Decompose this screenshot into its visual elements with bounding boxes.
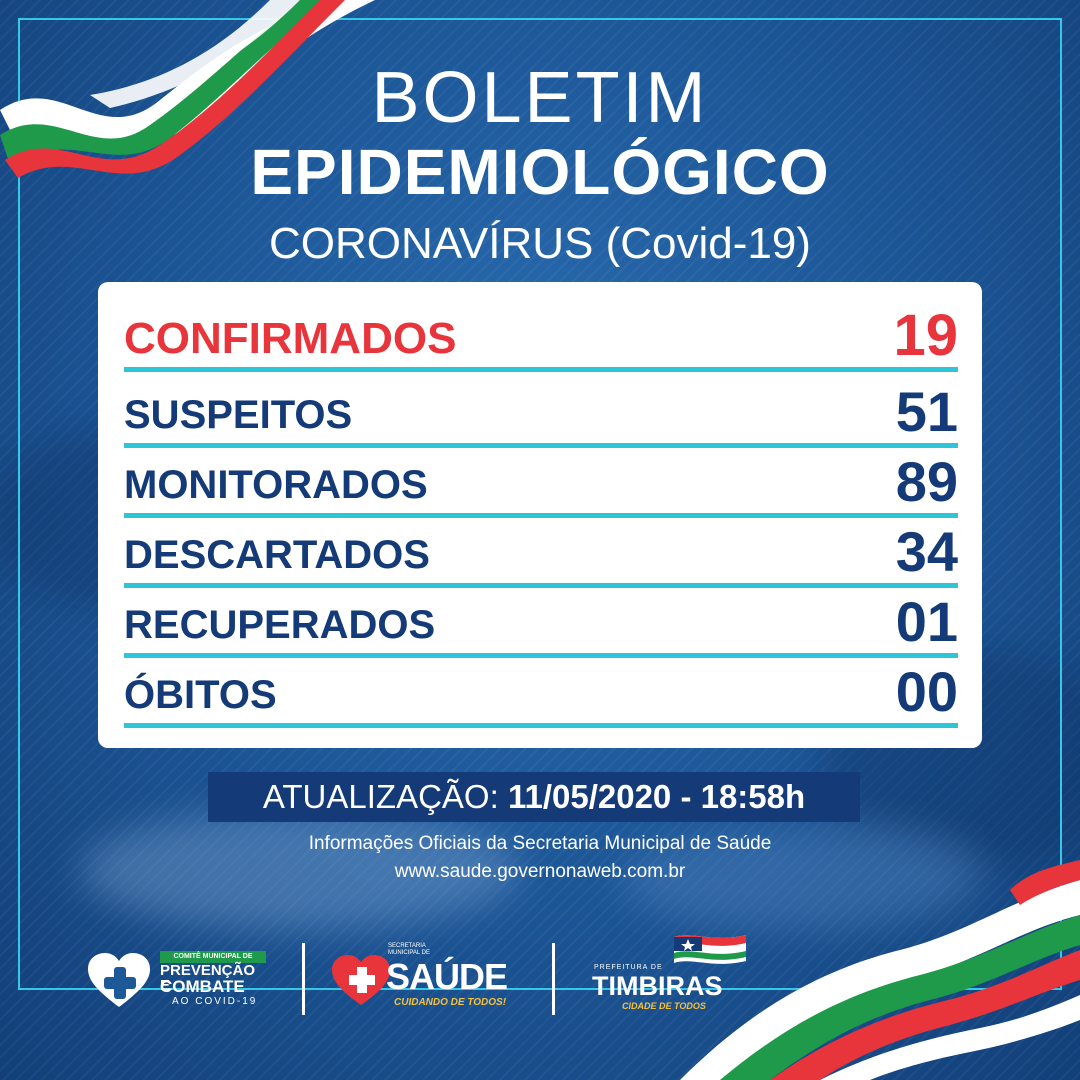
source-url: www.saude.governonaweb.com.br bbox=[394, 861, 686, 882]
stat-label: MONITORADOS bbox=[124, 463, 428, 507]
stat-row-obitos: ÓBITOS 00 bbox=[124, 658, 958, 728]
stat-value: 51 bbox=[895, 380, 958, 443]
comite-line3: AO COVID-19 bbox=[172, 996, 258, 1007]
logo-divider bbox=[302, 943, 305, 1015]
stat-value: 01 bbox=[895, 590, 958, 653]
stat-value: 89 bbox=[895, 450, 958, 513]
stat-value: 19 bbox=[893, 303, 958, 368]
stat-label: ÓBITOS bbox=[124, 673, 277, 717]
logo-comite: COMITÊ MUNICIPAL DE PREVENÇÃO E COMBATE … bbox=[88, 951, 268, 1015]
stat-label: DESCARTADOS bbox=[124, 533, 430, 577]
logo-saude: SECRETARIA MUNICIPAL DE SAÚDE CUIDANDO D… bbox=[332, 943, 522, 1015]
stat-value: 34 bbox=[895, 520, 958, 583]
logo-divider bbox=[552, 943, 555, 1015]
stats-card: CONFIRMADOS 19 SUSPEITOS 51 MONITORADOS … bbox=[98, 282, 982, 748]
stat-row-confirmados: CONFIRMADOS 19 bbox=[124, 290, 958, 372]
stat-row-recuperados: RECUPERADOS 01 bbox=[124, 588, 958, 658]
logo-timbiras: PREFEITURA DE TIMBIRAS CIDADE DE TODOS bbox=[592, 935, 762, 1017]
source-info: Informações Oficiais da Secretaria Munic… bbox=[0, 830, 1080, 886]
decorative-frame bbox=[18, 18, 1062, 990]
title-boletim: BOLETIM bbox=[371, 58, 709, 138]
subtitle-coronavirus: CORONAVÍRUS (Covid-19) bbox=[269, 219, 811, 268]
update-value: 11/05/2020 - 18:58h bbox=[507, 778, 806, 815]
stat-label: SUSPEITOS bbox=[124, 393, 353, 437]
update-bar: ATUALIZAÇÃO: 11/05/2020 - 18:58h bbox=[208, 772, 860, 822]
flag-icon bbox=[674, 935, 746, 964]
update-label: ATUALIZAÇÃO: bbox=[262, 778, 499, 815]
saude-tagline: CUIDANDO DE TODOS! bbox=[394, 997, 507, 1008]
stat-label: RECUPERADOS bbox=[124, 603, 436, 647]
heart-icon bbox=[332, 955, 390, 1005]
title-block: BOLETIM EPIDEMIOLÓGICO CORONAVÍRUS (Covi… bbox=[0, 60, 1080, 276]
stat-label: CONFIRMADOS bbox=[124, 314, 457, 363]
stat-row-monitorados: MONITORADOS 89 bbox=[124, 448, 958, 518]
heart-cross-icon bbox=[88, 953, 150, 1007]
ribbons-decoration-top-left bbox=[0, 0, 375, 178]
timbiras-name: TIMBIRAS bbox=[592, 971, 723, 1001]
stat-row-descartados: DESCARTADOS 34 bbox=[124, 518, 958, 588]
comite-line2: COMBATE bbox=[160, 977, 245, 996]
logos-footer: COMITÊ MUNICIPAL DE PREVENÇÃO E COMBATE … bbox=[80, 935, 780, 1025]
timbiras-top: PREFEITURA DE bbox=[594, 964, 663, 971]
comite-top: COMITÊ MUNICIPAL DE bbox=[160, 951, 266, 963]
title-epidemiologico: EPIDEMIOLÓGICO bbox=[250, 136, 830, 208]
source-line: Informações Oficiais da Secretaria Munic… bbox=[308, 833, 772, 854]
ribbons-decoration-bottom-right bbox=[680, 860, 1080, 1080]
saude-top: SECRETARIA MUNICIPAL DE bbox=[388, 943, 431, 956]
stat-value: 00 bbox=[895, 660, 958, 723]
saude-name: SAÚDE bbox=[386, 956, 508, 997]
timbiras-tagline: CIDADE DE TODOS bbox=[622, 1001, 706, 1011]
stat-row-suspeitos: SUSPEITOS 51 bbox=[124, 378, 958, 448]
comite-line1: PREVENÇÃO E bbox=[160, 962, 256, 994]
